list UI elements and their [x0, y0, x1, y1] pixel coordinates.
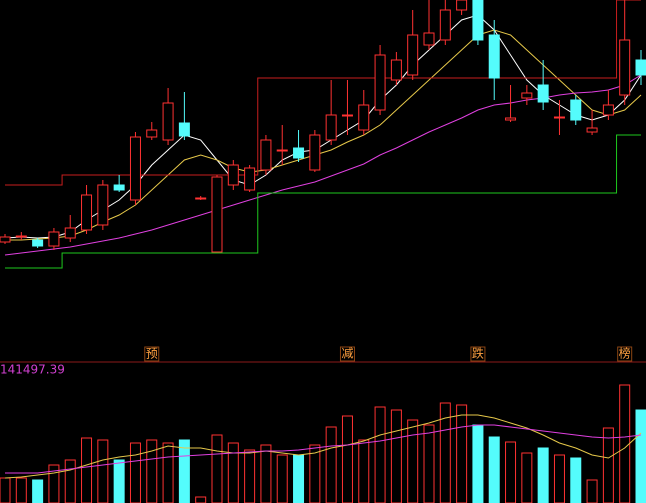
volume-bar [570, 457, 582, 503]
volume-bar [521, 452, 533, 503]
candle-body [358, 104, 370, 131]
volume-bar [211, 434, 223, 503]
volume-bar [325, 426, 337, 503]
candle-body [227, 164, 239, 186]
volume-bar [0, 477, 11, 503]
volume-bar [488, 436, 500, 503]
candle-body [553, 116, 565, 119]
volume-label: 141497.39 [0, 363, 65, 377]
volume-bar [162, 442, 174, 503]
candle-body [0, 236, 11, 243]
candle-body [211, 176, 223, 253]
candle-body [81, 194, 93, 231]
volume-bar [439, 402, 451, 503]
volume-bar [293, 454, 305, 503]
indicator-line [5, 0, 641, 186]
volume-bar [244, 449, 256, 503]
candle-body [32, 239, 44, 247]
candle-body [341, 114, 353, 117]
volume-bar [276, 454, 288, 503]
candle-body [586, 127, 598, 133]
candle-body [521, 92, 533, 99]
marker-box [144, 346, 160, 362]
candle-body [602, 104, 614, 116]
candle-body [64, 227, 76, 239]
volume-bar [129, 442, 141, 503]
indicator-line [5, 134, 641, 269]
candle-body [129, 136, 141, 201]
volume-bar [586, 479, 598, 503]
volume-bar [32, 479, 44, 503]
volume-bar [341, 415, 353, 503]
candle-body [146, 129, 158, 138]
candle-body [619, 39, 631, 96]
volume-bar [146, 439, 158, 503]
candle-body [260, 139, 272, 171]
indicator-line [4, 74, 642, 256]
candle-body [178, 122, 190, 137]
volume-bar [602, 427, 614, 503]
candle-body [48, 231, 60, 247]
volume-bar [64, 459, 76, 503]
indicator-line [5, 424, 642, 474]
candle-body [570, 99, 582, 121]
candle-body [293, 147, 305, 159]
candle-body [505, 117, 517, 121]
volume-bar [374, 406, 386, 503]
volume-bar [472, 424, 484, 503]
volume-bar [227, 442, 239, 503]
volume-bar [195, 496, 207, 503]
volume-bar [15, 477, 27, 503]
candle-body [390, 59, 402, 81]
volume-bar [505, 441, 517, 503]
marker-label: 榜 [619, 346, 631, 361]
volume-bar [635, 409, 646, 503]
indicator-line [5, 29, 642, 241]
marker-box [617, 346, 633, 362]
volume-bar [81, 437, 93, 503]
candle-body [635, 59, 646, 76]
volume-bar [390, 409, 402, 503]
candle-body [472, 0, 484, 41]
volume-bar [553, 454, 565, 503]
volume-bar [260, 444, 272, 503]
marker-label: 减 [341, 347, 353, 361]
volume-bar [113, 459, 125, 503]
volume-bar [407, 419, 419, 503]
candle-body [195, 197, 207, 200]
candle-body [309, 134, 321, 171]
volume-bar [48, 464, 60, 503]
candle-body [537, 84, 549, 103]
volume-bar [537, 447, 549, 503]
candle-body [244, 167, 256, 191]
candle-body [162, 102, 174, 141]
candle-body [423, 32, 435, 46]
candle-body [456, 0, 468, 11]
indicator-line [4, 414, 642, 479]
volume-bar [97, 439, 109, 503]
candle-body [325, 114, 337, 141]
candle-body [97, 184, 109, 226]
volume-bar [456, 404, 468, 503]
marker-box [470, 346, 486, 362]
marker-label: 预 [146, 347, 158, 361]
volume-bar [619, 384, 631, 503]
indicator-line [4, 14, 642, 239]
candle-body [488, 34, 500, 79]
candle-body [276, 149, 288, 152]
candle-body [439, 9, 451, 41]
candle-body [15, 235, 27, 238]
marker-box [339, 346, 355, 362]
candle-body [407, 34, 419, 76]
marker-label: 跌 [472, 346, 484, 361]
volume-bar [423, 424, 435, 503]
candle-body [113, 184, 125, 191]
volume-bar [309, 444, 321, 503]
volume-bar [178, 439, 190, 503]
candle-body [374, 54, 386, 111]
volume-bar [358, 439, 370, 503]
